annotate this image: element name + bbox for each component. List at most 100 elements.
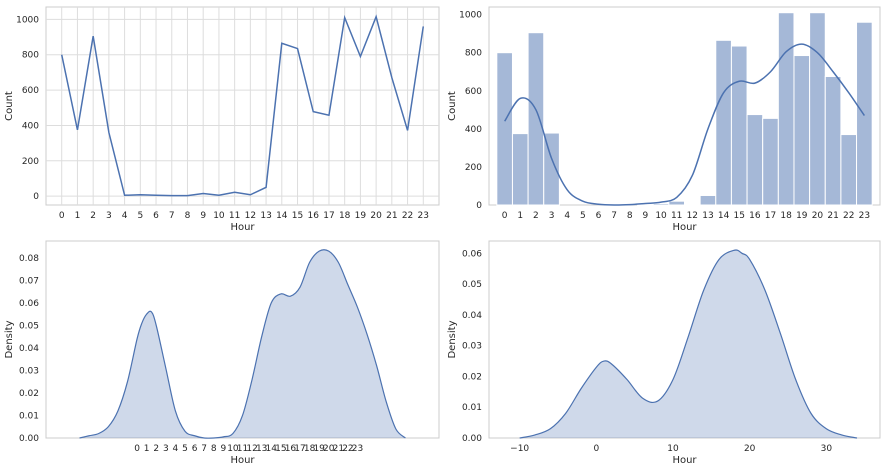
x-tick-label: 5 — [182, 444, 188, 454]
density-area — [519, 249, 857, 438]
y-tick-label: 800 — [465, 49, 482, 59]
x-tick-label: 3 — [106, 211, 112, 221]
x-tick-label: 15 — [734, 211, 745, 221]
y-tick-label: 0.00 — [19, 434, 39, 444]
y-tick-label: 0.08 — [19, 254, 39, 264]
x-tick-label: 3 — [163, 444, 169, 454]
y-tick-label: 0 — [33, 192, 39, 202]
y-tick-label: 0.06 — [19, 299, 39, 309]
x-tick-label: 2 — [90, 211, 96, 221]
x-tick-label: 15 — [292, 211, 303, 221]
x-tick-label: 14 — [266, 444, 278, 454]
x-tick-label: 20 — [323, 444, 335, 454]
y-tick-label: 0.03 — [462, 342, 482, 352]
chart-bottom-right-density: 0.00 0.01 0.02 0.03 0.04 0.05 0.06 −10 0 10 20 30 Ho… — [447, 240, 881, 466]
density-line — [519, 249, 858, 439]
plot-frame — [488, 240, 881, 439]
y-tick-label: 0.06 — [462, 249, 482, 259]
x-tick-label: 19 — [796, 211, 808, 221]
x-tick-label: 18 — [339, 211, 351, 221]
x-tick-label: 10 — [227, 444, 239, 454]
x-tick-label: 18 — [780, 211, 792, 221]
x-tick-label: 18 — [304, 444, 316, 454]
x-axis-label: Hour — [672, 222, 697, 233]
x-tick-label: 4 — [173, 444, 179, 454]
y-tick-label: 800 — [22, 51, 39, 61]
x-tick-label: 12 — [246, 444, 257, 454]
x-tick-label: 7 — [169, 211, 175, 221]
histogram-bar — [527, 32, 545, 206]
x-tick-label: 8 — [185, 211, 191, 221]
x-tick-label: 10 — [667, 444, 679, 454]
x-tick-label: 0 — [134, 444, 140, 454]
x-tick-label: 17 — [323, 211, 334, 221]
x-tick-label: 20 — [812, 211, 824, 221]
histogram-bar — [809, 12, 826, 206]
y-tick-label: 400 — [22, 121, 39, 131]
y-tick-label: 1000 — [459, 11, 482, 21]
x-tick-label: 9 — [200, 211, 206, 221]
x-tick-label: 1 — [75, 211, 81, 221]
x-tick-label: 6 — [596, 211, 602, 221]
histogram-bar — [746, 114, 764, 206]
x-axis-label: Hour — [672, 455, 697, 466]
x-tick-label: 14 — [276, 211, 288, 221]
x-tick-label: 21 — [827, 211, 838, 221]
x-tick-label: 16 — [749, 211, 761, 221]
x-tick-label: 0 — [502, 211, 508, 221]
y-tick-label: 0.04 — [19, 344, 39, 354]
x-axis-label: Hour — [230, 222, 255, 233]
kde-line — [504, 43, 865, 206]
x-tick-label: 20 — [370, 211, 382, 221]
x-tick-label: 13 — [256, 444, 267, 454]
y-tick-label: 0.05 — [19, 321, 39, 331]
density-area — [79, 249, 406, 439]
x-tick-label: 5 — [580, 211, 586, 221]
x-axis-label: Hour — [230, 455, 255, 466]
y-tick-label: 0.01 — [19, 411, 39, 421]
y-tick-label: 0.05 — [462, 280, 482, 290]
y-tick-label: 0.07 — [19, 276, 39, 286]
x-tick-label: 8 — [627, 211, 633, 221]
y-tick-label: 0.02 — [19, 389, 39, 399]
y-tick-label: 0 — [476, 201, 482, 211]
x-tick-label: 9 — [643, 211, 649, 221]
x-tick-label: 4 — [564, 211, 570, 221]
y-tick-label: 1000 — [16, 15, 39, 25]
y-axis-label: Density — [4, 320, 15, 358]
x-tick-label: −10 — [510, 444, 529, 454]
y-axis-label: Count — [4, 91, 15, 121]
y-tick-label: 0.04 — [462, 311, 482, 321]
y-tick-label: 200 — [465, 163, 482, 173]
x-tick-label: 23 — [859, 211, 870, 221]
histogram-bar — [762, 117, 779, 206]
x-tick-label: 15 — [275, 444, 286, 454]
x-tick-label: 22 — [342, 444, 353, 454]
histogram-bar — [793, 55, 811, 206]
x-tick-label: 23 — [418, 211, 429, 221]
histogram-bar — [543, 132, 560, 206]
y-axis-label: Density — [447, 320, 458, 358]
histogram-bar — [511, 133, 529, 206]
x-tick-label: 16 — [308, 211, 320, 221]
x-tick-label: 6 — [192, 444, 198, 454]
x-tick-label: 11 — [237, 444, 248, 454]
x-tick-label: 20 — [744, 444, 756, 454]
x-tick-label: 12 — [245, 211, 256, 221]
histogram-bar — [777, 12, 795, 206]
x-tick-label: 12 — [687, 211, 698, 221]
plot-frame — [45, 240, 440, 439]
y-tick-label: 600 — [465, 87, 482, 97]
y-tick-label: 200 — [22, 157, 39, 167]
x-tick-label: 22 — [402, 211, 413, 221]
y-tick-label: 0.01 — [462, 403, 482, 413]
x-tick-label: 10 — [655, 211, 667, 221]
x-tick-label: 13 — [260, 211, 271, 221]
x-tick-label: 1 — [517, 211, 523, 221]
x-tick-label: 5 — [137, 211, 143, 221]
x-tick-label: 3 — [549, 211, 555, 221]
y-tick-label: 0.02 — [462, 372, 482, 382]
